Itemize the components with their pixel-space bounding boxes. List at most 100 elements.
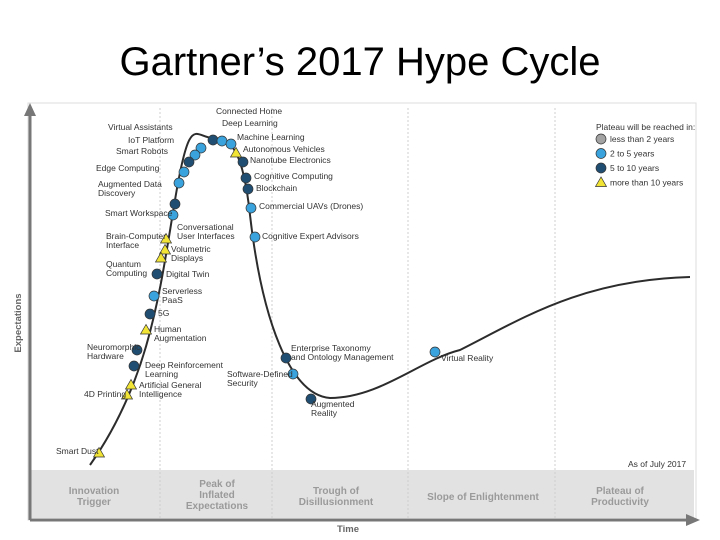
blockchain-label-line: Blockchain: [256, 183, 297, 193]
phase-peak-of-inflated-expectations: Peak of Inflated Expectations: [186, 479, 249, 512]
cognitive-computing-label: Cognitive Computing: [254, 171, 333, 181]
autonomous-vehicles-label: Autonomous Vehicles: [243, 144, 325, 154]
serverless-paas-label-line: PaaS: [162, 295, 183, 305]
brain-computer-interface-label-line: Interface: [106, 240, 139, 250]
phase-label-line: Innovation: [69, 486, 120, 497]
augmented-data-discovery-label-line: Augmented Data: [98, 179, 162, 189]
technology-markers: [92, 134, 441, 458]
software-defined-security-label: Software-Defined Security: [227, 369, 293, 388]
machine-learning-label: Machine Learning: [237, 132, 305, 142]
digital-twin-marker: [151, 268, 163, 280]
edge-computing-label-line: Edge Computing: [96, 163, 160, 173]
virtual-reality-label-line: Virtual Reality: [441, 353, 494, 363]
phase-innovation-trigger: Innovation Trigger: [69, 486, 120, 508]
autonomous-vehicles-marker: [229, 146, 243, 158]
quantum-computing-marker: [154, 251, 168, 263]
smart-workspace-label: Smart Workspace: [105, 208, 173, 218]
nanotube-electronics-label: Nanotube Electronics: [250, 155, 331, 165]
legend: Plateau will be reached in: less than 2 …: [594, 122, 695, 188]
deep-reinforcement-learning-label: Deep Reinforcement Learning: [145, 360, 224, 379]
brain-computer-interface-label: Brain-Computer Interface: [106, 231, 166, 250]
quantum-computing-label-line: Quantum: [106, 259, 141, 269]
phase-label-line: Peak of: [199, 479, 235, 490]
y-axis-arrow: [24, 103, 36, 116]
software-defined-security-label-line: Security: [227, 378, 258, 388]
digital-twin-label-line: Digital Twin: [166, 269, 210, 279]
connected-home-label-line: Connected Home: [216, 106, 282, 116]
cognitive-expert-advisors-label: Cognitive Expert Advisors: [262, 231, 359, 241]
autonomous-vehicles-label-line: Autonomous Vehicles: [243, 144, 325, 154]
virtual-reality-label: Virtual Reality: [441, 353, 494, 363]
brain-computer-interface-marker: [159, 232, 173, 244]
smart-robots-label-line: Smart Robots: [116, 146, 168, 156]
commercial-uavs-drones-label: Commercial UAVs (Drones): [259, 201, 363, 211]
serverless-paas-marker: [148, 290, 160, 302]
machine-learning-marker: [225, 138, 237, 150]
smart-dust-label-line: Smart Dust: [56, 446, 99, 456]
blockchain-marker: [242, 183, 254, 195]
connected-home-label: Connected Home: [216, 106, 282, 116]
smart-robots-marker: [183, 156, 195, 168]
enterprise-taxonomy-and-ontology-management-marker: [280, 352, 292, 364]
slide-title: Gartner’s 2017 Hype Cycle: [119, 40, 601, 84]
cognitive-expert-advisors-label-line: Cognitive Expert Advisors: [262, 231, 359, 241]
conversational-user-interfaces-label: Conversational User Interfaces: [177, 222, 235, 241]
software-defined-security-label-line: Software-Defined: [227, 369, 293, 379]
neuromorphic-hardware-label-line: Neuromorphic: [87, 342, 141, 352]
brain-computer-interface-label-line: Brain-Computer: [106, 231, 166, 241]
volumetric-displays-label: Volumetric Displays: [171, 244, 211, 263]
cognitive-computing-label-line: Cognitive Computing: [254, 171, 333, 181]
augmented-data-discovery-label: Augmented Data Discovery: [98, 179, 162, 198]
augmented-reality-marker: [305, 393, 317, 405]
deep-learning-marker: [216, 135, 228, 147]
phase-label-line: Expectations: [186, 501, 249, 512]
augmented-data-discovery-marker: [173, 177, 185, 189]
y-axis-label: Expectations: [13, 293, 24, 352]
quantum-computing-label: Quantum Computing: [106, 259, 147, 278]
smart-dust-marker: [92, 446, 106, 458]
enterprise-taxonomy-and-ontology-management-label: Enterprise Taxonomy and Ontology Manageme…: [291, 343, 394, 362]
phase-label-line: Disillusionment: [299, 497, 374, 508]
artificial-general-intelligence-label-line: Intelligence: [139, 389, 182, 399]
5-to-10-years-legend-marker: [595, 162, 607, 174]
quantum-computing-label-line: Computing: [106, 268, 147, 278]
artificial-general-intelligence-marker: [124, 378, 138, 390]
augmented-data-discovery-label-line: Discovery: [98, 188, 136, 198]
phase-label-line: Slope of Enlightenment: [427, 492, 539, 503]
x-axis-arrow: [686, 514, 700, 526]
conversational-user-interfaces-marker: [167, 209, 179, 221]
4d-printing-label-line: 4D Printing: [84, 389, 126, 399]
smart-workspace-marker: [169, 198, 181, 210]
less-than-2-years-legend-label: less than 2 years: [610, 134, 674, 144]
phase-trough-of-disillusionment: Trough of Disillusionment: [299, 486, 374, 508]
smart-workspace-label-line: Smart Workspace: [105, 208, 173, 218]
human-augmentation-marker: [139, 323, 153, 335]
augmented-reality-label-line: Reality: [311, 408, 338, 418]
phase-label-line: Inflated: [199, 490, 235, 501]
2-to-5-years-legend-marker: [595, 148, 607, 159]
neuromorphic-hardware-marker: [131, 344, 143, 356]
edge-computing-label: Edge Computing: [96, 163, 160, 173]
virtual-assistants-label-line: Virtual Assistants: [108, 122, 173, 132]
5g-label-line: 5G: [158, 308, 169, 318]
serverless-paas-label-line: Serverless: [162, 286, 202, 296]
deep-learning-label-line: Deep Learning: [222, 118, 278, 128]
5g-label: 5G: [158, 308, 169, 318]
commercial-uavs-drones-label-line: Commercial UAVs (Drones): [259, 201, 363, 211]
x-axis-label: Time: [337, 524, 359, 535]
phase-plateau-of-productivity: Plateau of Productivity: [591, 486, 649, 508]
4d-printing-marker: [120, 388, 134, 400]
iot-platform-label: IoT Platform: [128, 135, 174, 145]
connected-home-marker: [207, 134, 219, 146]
as-of-note: As of July 2017: [628, 459, 686, 469]
virtual-assistants-marker: [195, 142, 207, 154]
smart-robots-label: Smart Robots: [116, 146, 168, 156]
hype-curve: [89, 132, 691, 466]
virtual-assistants-label: Virtual Assistants: [108, 122, 173, 132]
chart-frame: [27, 102, 697, 521]
more-than-10-years-legend-marker: [594, 176, 608, 187]
phase-label-line: Plateau of: [596, 486, 644, 497]
machine-learning-label-line: Machine Learning: [237, 132, 305, 142]
conversational-user-interfaces-label-line: User Interfaces: [177, 231, 235, 241]
